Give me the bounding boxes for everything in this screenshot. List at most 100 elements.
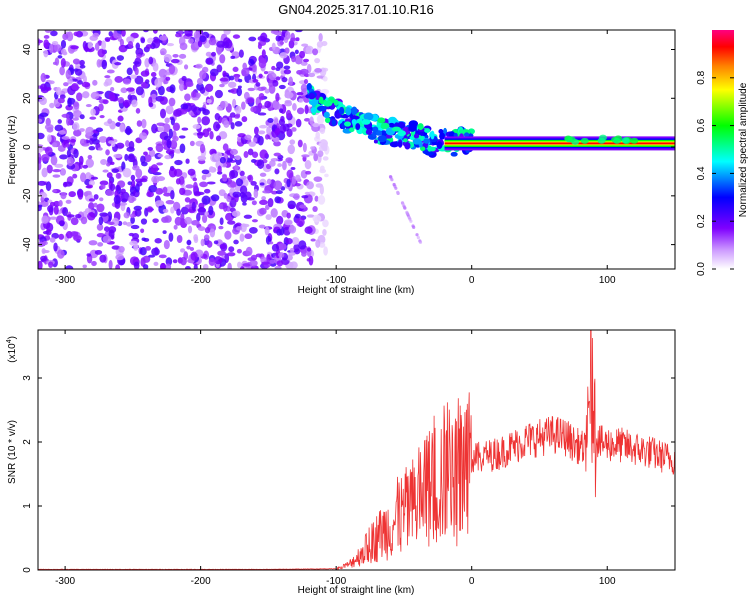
noise-speckle [85, 126, 95, 137]
noise-speckle [284, 47, 290, 54]
chirp-blob [344, 121, 352, 127]
noise-speckle [219, 156, 226, 164]
noise-speckle [125, 140, 130, 148]
noise-speckle [259, 149, 268, 160]
noise-speckle [252, 151, 259, 158]
x-tick-label: -200 [191, 576, 211, 587]
noise-speckle [304, 104, 309, 115]
noise-speckle [135, 42, 141, 50]
noise-speckle [130, 216, 135, 224]
noise-speckle [70, 217, 79, 226]
noise-speckle [57, 97, 65, 104]
noise-speckle [290, 167, 296, 171]
noise-speckle [303, 118, 311, 122]
noise-speckle [70, 45, 79, 50]
noise-speckle [223, 30, 231, 35]
noise-speckle [120, 87, 128, 94]
noise-speckle [283, 65, 291, 70]
noise-speckle [254, 126, 259, 135]
noise-speckle [268, 72, 277, 81]
noise-speckle [73, 31, 79, 37]
noise-speckle [183, 189, 192, 196]
noise-speckle [276, 215, 284, 225]
noise-speckle [66, 214, 75, 218]
noise-speckle [101, 59, 108, 70]
noise-speckle [72, 122, 80, 131]
noise-speckle [235, 105, 242, 115]
noise-speckle [232, 34, 241, 39]
noise-speckle [173, 224, 178, 230]
noise-speckle [50, 155, 58, 166]
noise-speckle [57, 249, 65, 259]
noise-speckle [179, 42, 188, 51]
noise-speckle [237, 133, 246, 138]
noise-speckle [101, 40, 107, 51]
noise-speckle [316, 41, 324, 48]
noise-speckle [306, 247, 312, 252]
noise-speckle [57, 119, 62, 124]
noise-speckle [262, 190, 271, 194]
y-tick-label: 3 [22, 375, 33, 381]
noise-speckle [298, 98, 304, 103]
noise-speckle [134, 75, 144, 85]
noise-speckle [276, 228, 282, 236]
noise-speckle [297, 139, 303, 148]
noise-speckle [270, 158, 279, 162]
noise-speckle [148, 56, 154, 65]
x-tick-label: 100 [599, 576, 616, 587]
noise-speckle [267, 117, 274, 123]
noise-speckle [213, 240, 219, 245]
noise-speckle [159, 96, 168, 105]
noise-speckle [275, 76, 281, 81]
noise-speckle [150, 72, 157, 77]
noise-speckle [232, 191, 242, 198]
noise-speckle [49, 102, 55, 109]
noise-speckle [97, 242, 104, 247]
x-tick-label: -300 [55, 275, 75, 286]
noise-speckle [251, 219, 258, 223]
noise-speckle [65, 143, 70, 148]
noise-speckle [122, 167, 132, 178]
noise-speckle [285, 237, 293, 245]
tone-modulation [567, 136, 576, 143]
chart-title: GN04.2025.317.01.10.R16 [278, 2, 433, 17]
noise-speckle [226, 196, 232, 202]
noise-speckle [234, 155, 241, 161]
noise-speckle [103, 226, 110, 232]
noise-speckle [234, 164, 239, 171]
noise-speckle [176, 208, 182, 216]
noise-speckle [126, 67, 133, 76]
noise-speckle [197, 131, 204, 139]
noise-speckle [44, 30, 52, 34]
noise-speckle [294, 213, 301, 219]
noise-speckle [133, 261, 140, 269]
chirp-tail [401, 202, 405, 206]
noise-speckle [178, 53, 187, 59]
colorbar-tick-label: 0.2 [696, 214, 707, 228]
noise-speckle [266, 178, 272, 185]
spectrogram-x-ticks: -300 -200 -100 0 100 [55, 30, 616, 286]
chirp-blob [338, 106, 345, 115]
snr-y-axis-label: SNR (10 * v/v) [7, 420, 18, 484]
noise-speckle [281, 77, 288, 83]
noise-speckle [284, 31, 291, 40]
noise-speckle [252, 79, 259, 83]
noise-speckle [202, 109, 210, 116]
noise-speckle [264, 100, 271, 109]
noise-speckle [169, 139, 178, 150]
noise-speckle [54, 163, 64, 168]
noise-speckle [148, 254, 156, 258]
noise-speckle [201, 169, 210, 175]
noise-speckle [62, 181, 68, 188]
chirp-tail [408, 217, 412, 221]
noise-speckle [88, 202, 95, 210]
noise-speckle [196, 212, 201, 222]
noise-speckle [62, 207, 69, 217]
noise-speckle [106, 172, 113, 179]
noise-speckle [80, 172, 87, 183]
noise-speckle [55, 86, 62, 96]
noise-speckle [48, 206, 54, 216]
chirp-blob [412, 138, 422, 145]
chirp-blob [388, 122, 395, 128]
